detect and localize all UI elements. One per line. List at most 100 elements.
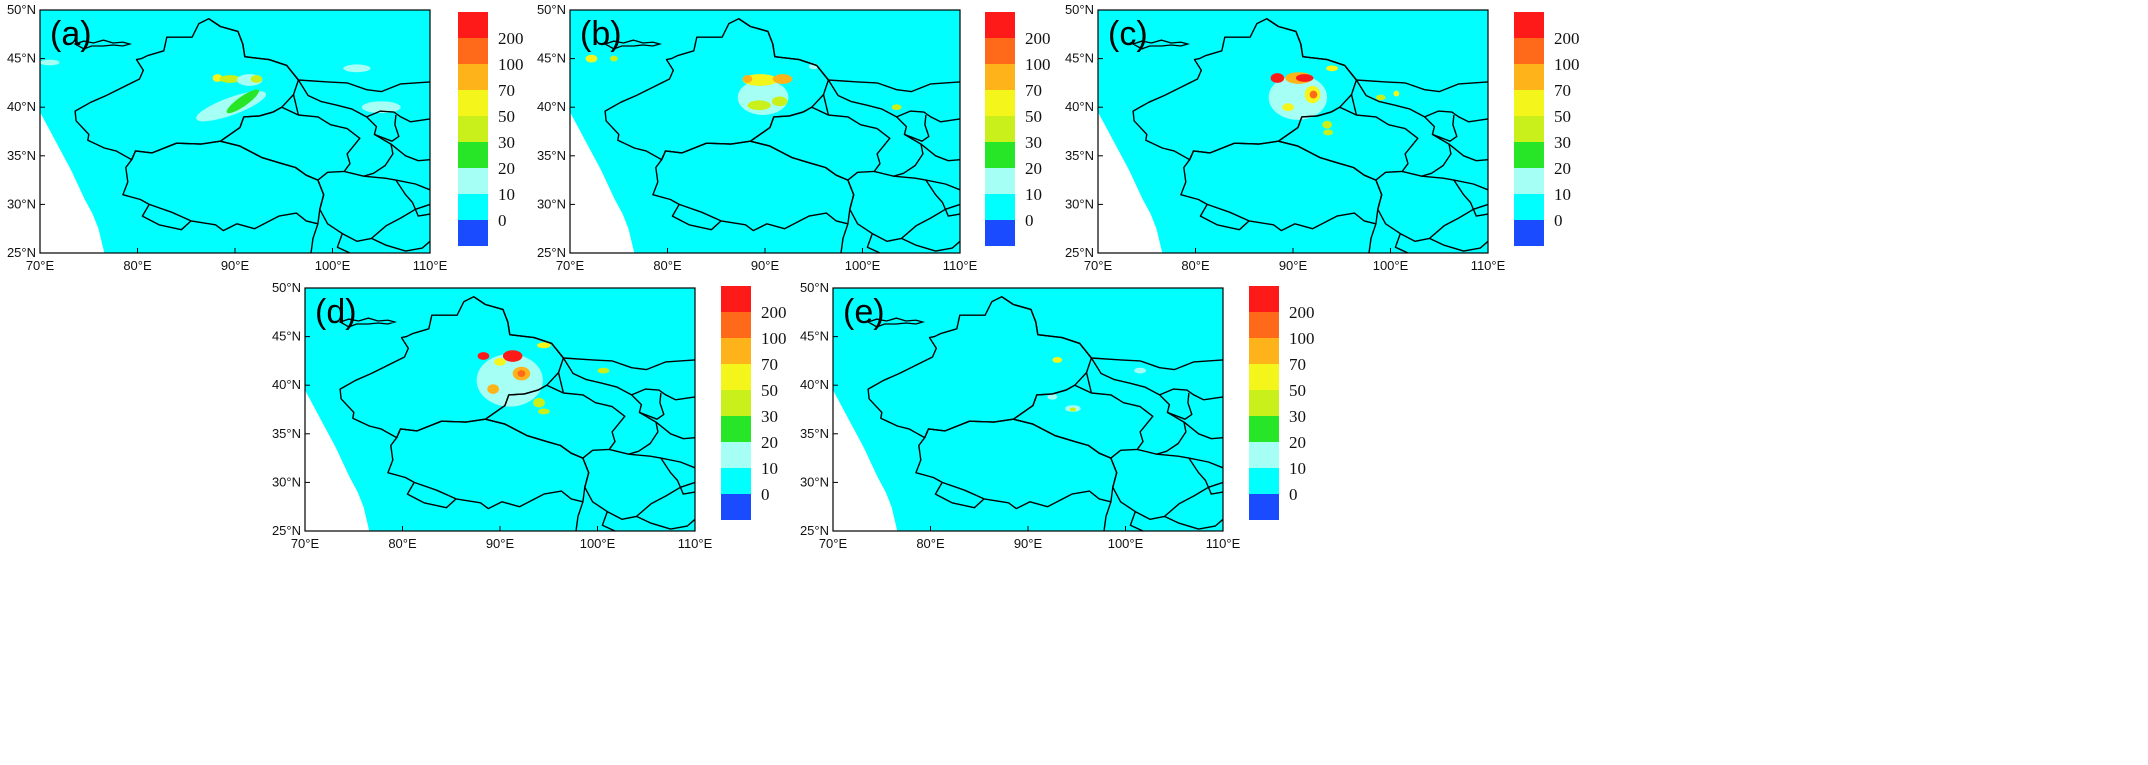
lake-balkhash: [866, 317, 926, 328]
colorbar-swatch: [1514, 142, 1544, 168]
colorbar-swatch: [1514, 12, 1544, 38]
value-patch: [1309, 90, 1318, 99]
boundary-line: [866, 233, 881, 254]
map-panel-b: 50°N 45°N 40°N 35°N 30°N 25°N 70°E 80°E 90°E 100°…: [530, 0, 1100, 375]
value-patch: [476, 354, 543, 407]
boundary-line: [1277, 106, 1419, 181]
boundary-line: [1159, 388, 1224, 401]
y-tick-label: 40°N: [7, 99, 36, 114]
boundary-line: [371, 237, 431, 252]
boundary-line: [1180, 140, 1383, 232]
colorbar-label: 0: [1025, 211, 1034, 230]
boundary-line: [639, 392, 665, 420]
boundary-line: [749, 106, 891, 181]
colorbar-label: 200: [1554, 29, 1580, 48]
colorbar-swatch: [1249, 312, 1279, 338]
colorbar-swatch: [1514, 90, 1544, 116]
colorbar-label: 30: [761, 407, 778, 426]
boundary-line: [557, 372, 565, 394]
colorbar-swatch: [1249, 364, 1279, 390]
colorbar-swatch: [985, 142, 1015, 168]
value-patch: [597, 367, 610, 374]
colorbar-label: 30: [1554, 133, 1571, 152]
boundary-line: [925, 179, 961, 217]
boundary-line: [901, 237, 961, 252]
map-d: 50°N 45°N 40°N 35°N 30°N 25°N70°E 80°E 90°E 100°…: [272, 280, 713, 551]
boundary-line: [1188, 457, 1224, 495]
value-patch: [1323, 129, 1333, 136]
colorbar-label: 30: [1289, 407, 1306, 426]
value-patch: [250, 75, 263, 83]
colorbar-label: 0: [761, 485, 770, 504]
boundary-line: [934, 482, 985, 509]
y-tick-label: 50°N: [1065, 2, 1094, 17]
value-patch: [537, 342, 551, 349]
boundary-line: [1199, 204, 1250, 231]
boundary-line: [141, 204, 192, 231]
colorbar-label: 100: [1554, 55, 1580, 74]
colorbar-swatch: [721, 416, 751, 442]
boundary-line: [904, 114, 930, 142]
panel-label: (e): [843, 293, 885, 331]
boundary-line: [655, 421, 696, 440]
colorbar-label: 100: [761, 329, 787, 348]
panel-label: (c): [1108, 15, 1148, 53]
boundary-line: [671, 204, 722, 231]
colorbar-swatch: [1249, 494, 1279, 520]
y-tick-label: 45°N: [1065, 51, 1094, 66]
colorbar-e: 200 100 70 50 30 20 10 0: [1249, 286, 1339, 616]
lake-balkhash: [603, 39, 663, 50]
y-tick-label: 25°N: [1065, 245, 1094, 260]
colorbar-label: 20: [1554, 159, 1571, 178]
colorbar-label: 70: [1025, 81, 1042, 100]
boundary-line: [738, 18, 961, 93]
colorbar-label: 70: [1289, 355, 1306, 374]
value-patch: [1322, 120, 1332, 129]
colorbar-swatch: [458, 194, 488, 220]
y-tick-label: 40°N: [800, 377, 829, 392]
panel-label: (b): [580, 15, 622, 53]
colorbar-swatch: [985, 64, 1015, 90]
colorbar-c: 200 100 70 50 30 20 10 0: [1514, 12, 1604, 342]
colorbar-label: 70: [1554, 81, 1571, 100]
colorbar-label: 70: [498, 81, 515, 100]
value-patch: [585, 54, 598, 63]
value-patch: [538, 408, 550, 415]
colorbar-label: 0: [1554, 211, 1563, 230]
lake-balkhash: [73, 39, 133, 50]
colorbar-label: 100: [1289, 329, 1315, 348]
x-tick-label: 90°E: [751, 258, 780, 273]
no-data-region: [305, 390, 370, 531]
boundary-line: [1266, 18, 1489, 93]
colorbar-swatch: [1514, 64, 1544, 90]
boundary-line: [336, 233, 351, 254]
x-tick-label: 70°E: [556, 258, 585, 273]
x-tick-label: 70°E: [26, 258, 55, 273]
boundary-line: [366, 110, 431, 123]
boundary-line: [1090, 357, 1187, 455]
value-patch: [219, 75, 241, 83]
y-tick-label: 30°N: [537, 196, 566, 211]
y-tick-label: 40°N: [537, 99, 566, 114]
y-tick-label: 30°N: [1065, 196, 1094, 211]
y-tick-label: 50°N: [272, 280, 301, 295]
boundary-line: [660, 457, 696, 495]
colorbar-swatch: [721, 364, 751, 390]
boundary-line: [1448, 143, 1489, 162]
colorbar-label: 50: [1554, 107, 1571, 126]
colorbar-swatch: [458, 116, 488, 142]
y-tick-label: 25°N: [537, 245, 566, 260]
no-data-region: [833, 390, 898, 531]
y-tick-label: 30°N: [272, 474, 301, 489]
y-tick-label: 50°N: [800, 280, 829, 295]
colorbar-swatch: [721, 442, 751, 468]
colorbar-swatch: [985, 194, 1015, 220]
value-patch: [494, 357, 506, 366]
x-tick-label: 100°E: [1108, 536, 1144, 551]
x-tick-label: 100°E: [315, 258, 351, 273]
x-tick-label: 90°E: [1279, 258, 1308, 273]
boundary-line: [1001, 296, 1224, 371]
x-tick-label: 80°E: [1181, 258, 1210, 273]
boundary-line: [1103, 501, 1112, 532]
lake-balkhash: [1131, 39, 1191, 50]
